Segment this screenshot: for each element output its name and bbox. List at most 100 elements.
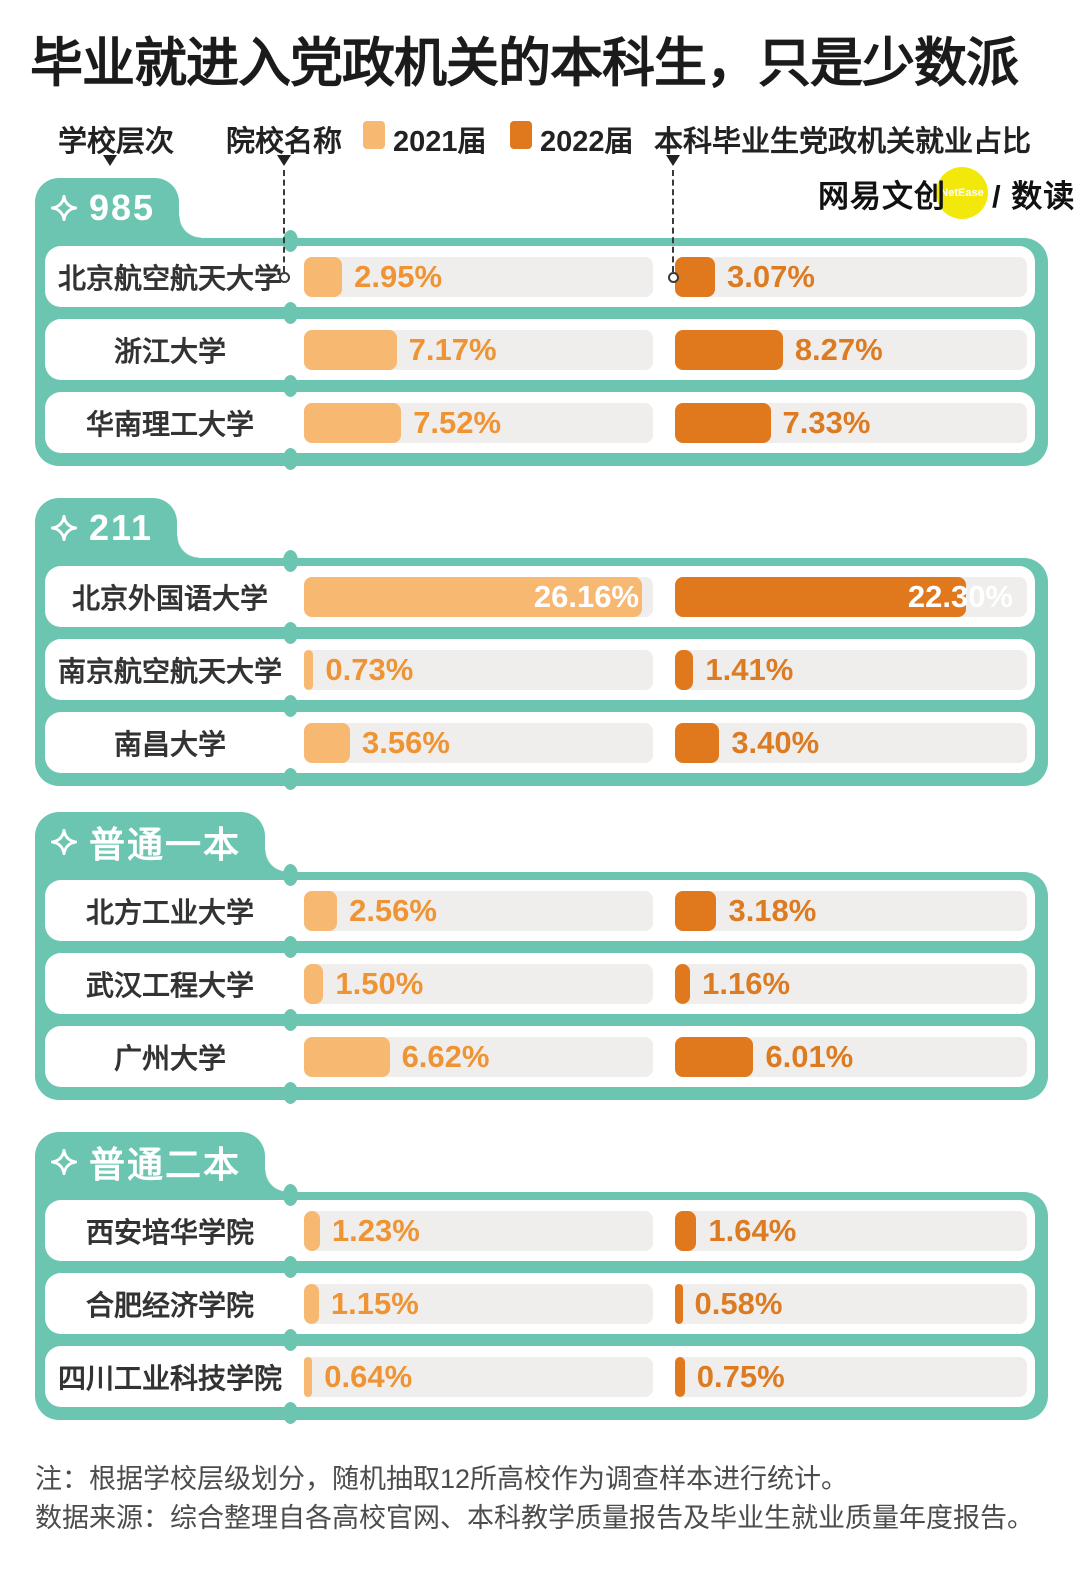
bar-value-2022: 0.58% <box>694 1285 783 1321</box>
bar-track-2021: 1.23% <box>304 1210 653 1251</box>
tier-label: 985 <box>89 187 156 228</box>
bar-value-2021: 0.64% <box>324 1358 413 1394</box>
table-row: 武汉工程大学 1.50% 1.16% <box>45 953 1035 1014</box>
annotation-line-metric <box>672 170 674 272</box>
legend-label-2022: 2022届 <box>540 126 634 158</box>
badge-text: NetEase <box>940 187 984 199</box>
bar-track-2021: 2.56% <box>304 890 653 931</box>
table-row: 四川工业科技学院 0.64% 0.75% <box>45 1346 1035 1407</box>
bar-2022 <box>675 1356 685 1397</box>
section-body: 西安培华学院 1.23% 1.64% 合肥经济学院 1.15% 0.58% 四川工业科技学院… <box>35 1184 1048 1424</box>
legend-label-school: 院校名称 <box>226 126 343 158</box>
table-row: 南京航空航天大学 0.73% 1.41% <box>45 639 1035 700</box>
bar-track-2021: 1.15% <box>304 1283 653 1324</box>
table-row: 南昌大学 3.56% 3.40% <box>45 712 1035 773</box>
connector-dot <box>283 1082 298 1104</box>
bar-2021 <box>304 890 338 931</box>
table-row: 华南理工大学 7.52% 7.33% <box>45 392 1035 453</box>
table-row: 北京外国语大学 26.16% 22.30% <box>45 566 1035 627</box>
section-tier1: 普通一本 北方工业大学 2.56% 3.18% 武汉工程大学 1.50% 1.16% 广州大学… <box>0 812 1080 1104</box>
sparkle-icon <box>51 829 77 855</box>
arrow-down-icon <box>666 155 680 166</box>
bar-value-2021: 2.95% <box>354 258 443 294</box>
school-name: 南京航空航天大学 <box>57 655 282 687</box>
bar-value-2022: 1.64% <box>708 1212 797 1248</box>
tier-label: 普通一本 <box>89 824 242 865</box>
tier-tab: 211 <box>35 498 200 558</box>
bar-2021 <box>304 329 397 370</box>
bar-2021 <box>304 649 314 690</box>
bar-track-2022: 3.18% <box>675 890 1027 931</box>
table-row: 浙江大学 7.17% 8.27% <box>45 319 1035 380</box>
bar-track-2022: 8.27% <box>675 329 1027 370</box>
school-name: 浙江大学 <box>113 335 226 367</box>
tier-tab: 985 <box>35 178 202 238</box>
bar-2021 <box>304 722 351 763</box>
tier-label: 普通二本 <box>89 1144 242 1185</box>
bar-track-2021: 6.62% <box>304 1036 653 1077</box>
bar-2021 <box>304 1210 320 1251</box>
legend-label-metric: 本科毕业生党政机关就业占比 <box>654 126 1032 158</box>
bar-value-2022: 3.40% <box>731 724 820 760</box>
bar-2022 <box>675 649 694 690</box>
tier-tab: 普通一本 <box>35 812 288 872</box>
bar-2022 <box>675 1283 683 1324</box>
connector-dot <box>283 1329 298 1351</box>
bar-track-2021: 7.52% <box>304 402 653 443</box>
school-name: 北方工业大学 <box>85 896 254 928</box>
connector-dot <box>283 375 298 397</box>
bar-2021 <box>304 576 643 617</box>
section-body: 北方工业大学 2.56% 3.18% 武汉工程大学 1.50% 1.16% 广州大学 6.62… <box>35 864 1048 1104</box>
bar-track-2022: 0.58% <box>675 1283 1027 1324</box>
bar-track-2022: 6.01% <box>675 1036 1027 1077</box>
bar-value-2021: 7.17% <box>408 331 497 367</box>
annotation-endpoint <box>279 272 290 283</box>
tier-label: 211 <box>89 507 154 548</box>
legend-swatch-2022 <box>510 121 532 149</box>
bar-track-2022: 0.75% <box>675 1356 1027 1397</box>
bar-2021 <box>304 256 343 297</box>
bar-track-2021: 7.17% <box>304 329 653 370</box>
bar-value-2022: 1.41% <box>705 651 794 687</box>
tier-tab: 普通二本 <box>35 1132 288 1192</box>
school-name: 南昌大学 <box>113 728 226 760</box>
bar-value-2021: 2.56% <box>349 892 437 928</box>
logo-brand-text: 网易文创 <box>818 178 946 214</box>
bar-value-2022: 8.27% <box>794 331 883 367</box>
annotation-line-school <box>283 170 285 272</box>
section-body: 北京航空航天大学 2.95% 3.07% 浙江大学 7.17% 8.27% 华南理工大学 7.… <box>35 230 1048 470</box>
legend-swatch-2021 <box>363 121 385 149</box>
school-name: 西安培华学院 <box>85 1216 254 1248</box>
bar-value-2021: 6.62% <box>401 1038 490 1074</box>
section-body: 北京外国语大学 26.16% 22.30% 南京航空航天大学 0.73% 1.41% 南昌大… <box>35 550 1048 790</box>
connector-dot <box>283 448 298 470</box>
bar-track-2022: 3.40% <box>675 722 1027 763</box>
section-tier2: 普通二本 西安培华学院 1.23% 1.64% 合肥经济学院 1.15% 0.58% 四川工业… <box>0 1132 1080 1424</box>
bar-2022 <box>675 576 966 617</box>
legend-label-tier: 学校层次 <box>58 126 175 158</box>
connector-dot <box>283 768 298 790</box>
bar-value-2021: 0.73% <box>325 651 414 687</box>
table-row: 北方工业大学 2.56% 3.18% <box>45 880 1035 941</box>
connector-dot <box>283 230 298 252</box>
bar-track-2021: 1.50% <box>304 963 653 1004</box>
bar-track-2021: 0.73% <box>304 649 653 690</box>
bar-track-2022: 7.33% <box>675 402 1027 443</box>
bar-track-2022: 3.07% <box>675 256 1027 297</box>
connector-dot <box>283 622 298 644</box>
legend-label-2021: 2021届 <box>393 126 487 158</box>
school-name: 北京外国语大学 <box>71 582 268 614</box>
bar-track-2021: 3.56% <box>304 722 653 763</box>
footnote-method: 注：根据学校层级划分，随机抽取12所高校作为调查样本进行统计。 <box>35 1464 849 1494</box>
bar-value-2022: 22.30% <box>907 578 1013 614</box>
annotation-endpoint <box>668 272 679 283</box>
bar-track-2022: 1.41% <box>675 649 1027 690</box>
connector-dot <box>283 1009 298 1031</box>
connector-dot <box>283 936 298 958</box>
school-name: 合肥经济学院 <box>85 1289 254 1321</box>
school-name: 北京航空航天大学 <box>57 262 282 294</box>
bar-2022 <box>675 722 720 763</box>
connector-dot <box>283 1402 298 1424</box>
table-row: 广州大学 6.62% 6.01% <box>45 1026 1035 1087</box>
bar-2022 <box>675 1210 697 1251</box>
